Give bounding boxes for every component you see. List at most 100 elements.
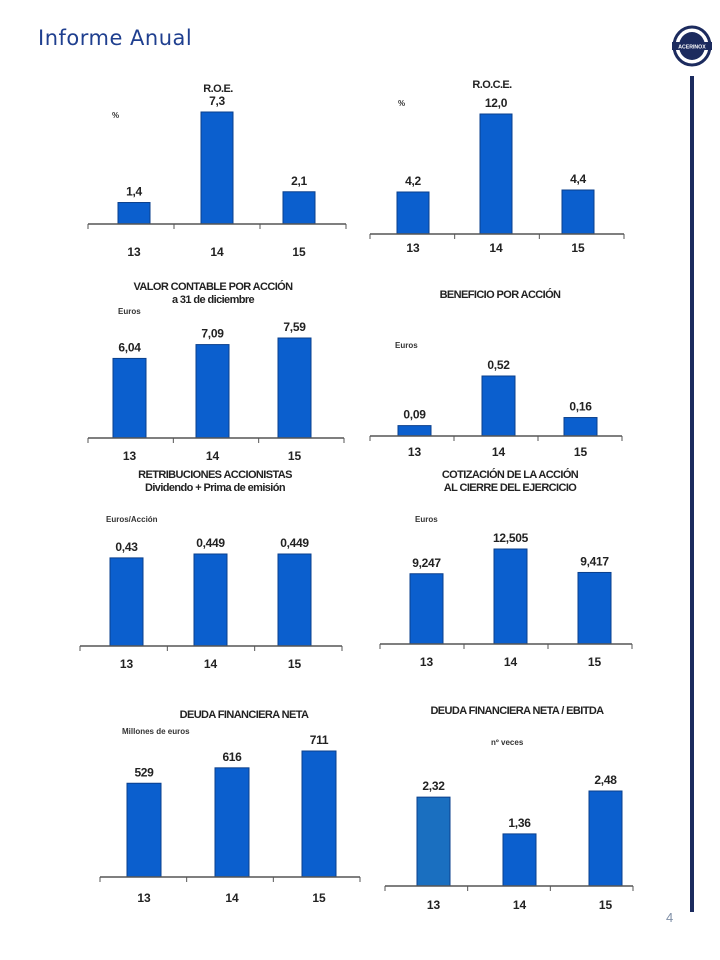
bar-15 bbox=[282, 191, 316, 225]
data-label: 0,43 bbox=[115, 540, 138, 554]
bar-15 bbox=[563, 417, 598, 437]
chart-beneficio-por-accion: BENEFICIO POR ACCIÓN Euros 0,09 13 0,52 14 0,1… bbox=[369, 288, 623, 459]
bar-13 bbox=[112, 357, 147, 439]
chart-title: a 31 de diciembre bbox=[172, 294, 255, 306]
bar-14 bbox=[193, 553, 228, 647]
data-label: 2,48 bbox=[594, 773, 617, 787]
bar-14 bbox=[493, 548, 528, 645]
bar-15 bbox=[561, 189, 595, 235]
data-label: 0,449 bbox=[196, 536, 225, 550]
unit-label: % bbox=[398, 99, 405, 108]
bar-14 bbox=[502, 833, 537, 887]
x-tick-label: 13 bbox=[408, 445, 422, 459]
bar-15 bbox=[277, 337, 312, 439]
x-tick-label: 13 bbox=[420, 655, 434, 669]
data-label: 12,0 bbox=[485, 96, 508, 110]
x-tick-label: 13 bbox=[137, 891, 151, 905]
chart-deuda-ebitda: DEUDA FINANCIERA NETA / EBITDA nº veces 2,… bbox=[384, 705, 634, 912]
x-tick-label: 15 bbox=[571, 241, 585, 255]
data-label: 9,247 bbox=[412, 556, 441, 570]
data-label: 7,3 bbox=[209, 94, 225, 108]
bar-15 bbox=[301, 750, 337, 878]
x-tick-label: 13 bbox=[127, 245, 141, 259]
x-tick-label: 13 bbox=[406, 241, 420, 255]
x-tick-label: 15 bbox=[288, 449, 302, 463]
data-label: 0,449 bbox=[280, 536, 309, 550]
chart-title: Dividendo + Prima de emisión bbox=[145, 482, 286, 494]
bar-14 bbox=[200, 111, 234, 225]
x-tick-label: 14 bbox=[204, 657, 218, 671]
x-tick-label: 15 bbox=[288, 657, 302, 671]
x-tick-label: 14 bbox=[210, 245, 224, 259]
x-tick-label: 15 bbox=[599, 898, 613, 912]
chart-title: R.O.E. bbox=[203, 83, 233, 95]
decorative-rule bbox=[690, 76, 694, 912]
bar-15 bbox=[577, 571, 612, 645]
data-label: 711 bbox=[310, 733, 329, 747]
bar-13 bbox=[416, 796, 451, 887]
data-label: 0,16 bbox=[569, 400, 592, 414]
data-label: 9,417 bbox=[580, 554, 609, 568]
bar-14 bbox=[195, 344, 230, 439]
bar-14 bbox=[479, 113, 513, 235]
data-label: 6,04 bbox=[118, 340, 141, 354]
bar-14 bbox=[214, 767, 250, 878]
bar-14 bbox=[481, 375, 516, 437]
unit-label: Millones de euros bbox=[122, 727, 190, 736]
x-tick-label: 15 bbox=[292, 245, 306, 259]
data-label: 7,09 bbox=[201, 327, 224, 341]
logo-text: ACERINOX bbox=[678, 45, 706, 51]
x-tick-label: 13 bbox=[120, 657, 134, 671]
x-tick-label: 14 bbox=[206, 449, 220, 463]
x-tick-label: 14 bbox=[225, 891, 239, 905]
data-label: 4,2 bbox=[405, 174, 421, 188]
chart-title: DEUDA FINANCIERA NETA / EBITDA bbox=[430, 705, 604, 717]
bar-13 bbox=[126, 782, 162, 878]
acerinox-logo: ACERINOX bbox=[672, 25, 712, 67]
unit-label: Euros bbox=[118, 307, 141, 316]
x-tick-label: 14 bbox=[489, 241, 503, 255]
x-tick-label: 13 bbox=[427, 898, 441, 912]
chart-title: DEUDA FINANCIERA NETA bbox=[180, 709, 309, 721]
bar-15 bbox=[277, 553, 312, 647]
x-tick-label: 14 bbox=[504, 655, 518, 669]
data-label: 2,1 bbox=[291, 174, 307, 188]
unit-label: nº veces bbox=[491, 738, 524, 747]
chart-roce: R.O.C.E.% 4,2 13 12,0 14 4,4 15 bbox=[369, 79, 625, 255]
data-label: 2,32 bbox=[422, 779, 445, 793]
chart-title: BENEFICIO POR ACCIÓN bbox=[440, 288, 561, 301]
unit-label: Euros/Acción bbox=[106, 515, 158, 524]
data-label: 1,4 bbox=[126, 185, 142, 199]
data-label: 7,59 bbox=[283, 320, 306, 334]
bar-13 bbox=[409, 573, 444, 645]
page-title: Informe Anual bbox=[38, 26, 193, 50]
data-label: 4,4 bbox=[570, 172, 586, 186]
chart-title: VALOR CONTABLE POR ACCIÓN bbox=[134, 280, 294, 293]
chart-title: COTIZACIÓN DE LA ACCIÓN bbox=[442, 468, 579, 481]
data-label: 12,505 bbox=[493, 531, 529, 545]
x-tick-label: 15 bbox=[588, 655, 602, 669]
unit-label: Euros bbox=[395, 341, 418, 350]
data-label: 1,36 bbox=[508, 816, 531, 830]
x-tick-label: 14 bbox=[513, 898, 527, 912]
page-number: 4 bbox=[666, 910, 674, 925]
bar-15 bbox=[588, 790, 623, 887]
unit-label: % bbox=[112, 111, 119, 120]
data-label: 616 bbox=[222, 750, 242, 764]
x-tick-label: 13 bbox=[123, 449, 137, 463]
bar-13 bbox=[396, 191, 430, 235]
data-label: 0,09 bbox=[403, 408, 426, 422]
chart-title: AL CIERRE DEL EJERCICIO bbox=[444, 482, 578, 494]
x-tick-label: 14 bbox=[492, 445, 506, 459]
data-label: 0,52 bbox=[487, 358, 510, 372]
chart-title: R.O.C.E. bbox=[472, 79, 512, 91]
chart-roe: R.O.E.% 1,4 13 7,3 14 2,1 15 bbox=[87, 83, 347, 259]
bar-13 bbox=[117, 202, 151, 225]
bar-13 bbox=[109, 557, 144, 647]
data-label: 529 bbox=[134, 765, 154, 779]
chart-title: RETRIBUCIONES ACCIONISTAS bbox=[138, 469, 292, 481]
bar-13 bbox=[397, 425, 432, 437]
